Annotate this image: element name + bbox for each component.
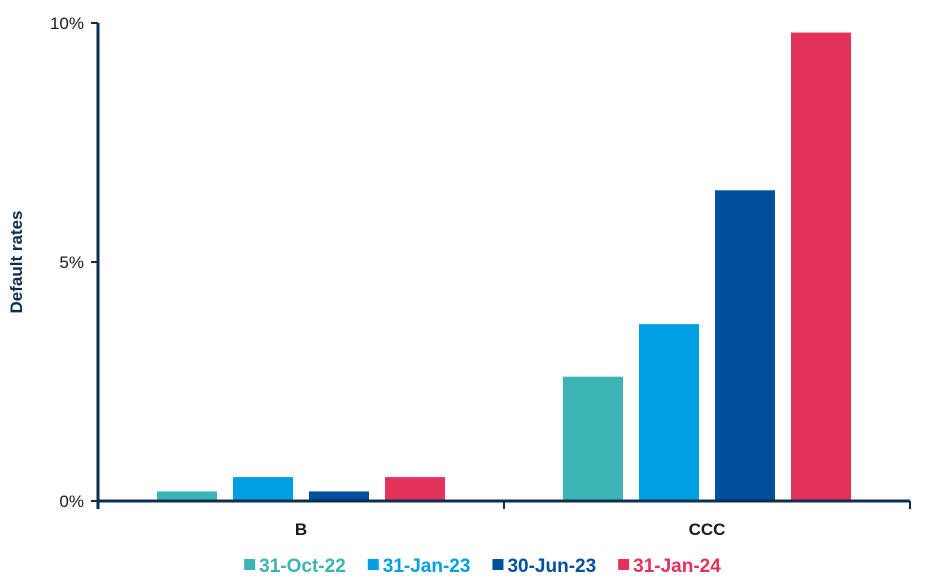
legend-item: 31-Jan-24 [618,556,721,577]
legend-swatch [367,559,379,570]
legend-item: 31-Jan-23 [367,556,471,577]
bar-b-30-jun-23 [309,491,369,501]
x-tick-label: B [295,520,307,539]
legend-swatch [618,559,630,570]
bar-ccc-30-jun-23 [715,190,775,502]
legend-item: 31-Oct-22 [244,556,346,577]
bar-b-31-oct-22 [157,491,217,501]
legend-swatch [244,559,256,570]
legend-swatch [492,559,504,570]
x-tick-label: CCC [689,520,726,539]
bar-ccc-31-jan-23 [639,324,699,501]
legend-label: 31-Jan-23 [383,556,471,577]
legend-label: 31-Oct-22 [259,556,346,577]
legend-label: 30-Jun-23 [507,556,596,577]
y-tick-label: 10% [50,14,84,33]
bar-ccc-31-jan-24 [791,32,851,502]
bar-ccc-31-oct-22 [563,376,623,501]
y-tick-label: 5% [59,253,84,272]
bar-b-31-jan-23 [233,477,293,501]
y-tick-label: 0% [59,492,84,511]
y-axis-ticks: 0% 5% 10% [50,14,98,511]
legend-item: 30-Jun-23 [492,556,596,577]
bar-b-31-jan-24 [385,477,445,501]
x-axis: B CCC [96,23,911,539]
legend: 31-Oct-22 31-Jan-23 30-Jun-23 31-Jan-24 [244,556,721,577]
legend-label: 31-Jan-24 [633,556,721,577]
y-axis-title: Default rates [7,211,26,314]
bars [157,32,851,502]
